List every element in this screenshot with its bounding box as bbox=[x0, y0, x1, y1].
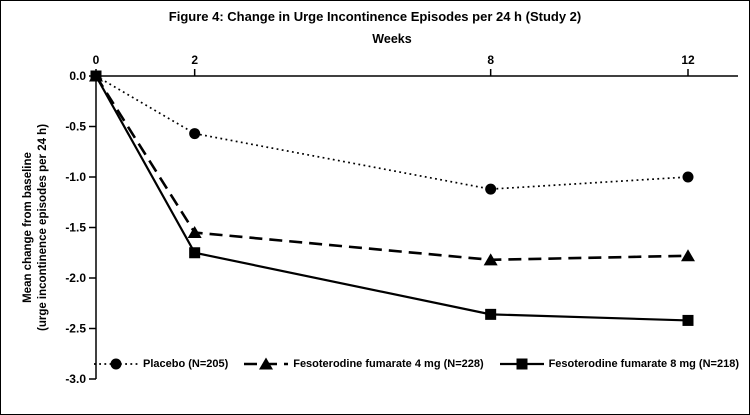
y-axis-title-line2: (urge incontinence episodes per 24 h) bbox=[37, 124, 49, 331]
triangle-marker-icon bbox=[259, 357, 274, 370]
circle-legend-sample-icon bbox=[94, 358, 138, 370]
legend-item: Fesoterodine fumarate 8 mg (N=218) bbox=[499, 356, 739, 372]
legend-label: Placebo (N=205) bbox=[143, 358, 229, 370]
triangle-marker-icon bbox=[483, 253, 498, 266]
triangle-legend-sample-icon bbox=[244, 357, 289, 370]
circle-marker-icon bbox=[110, 358, 122, 370]
square-legend-sample-icon bbox=[499, 358, 544, 370]
legend-label: Fesoterodine fumarate 8 mg (N=218) bbox=[548, 358, 739, 370]
x-tick-label: 2 bbox=[191, 53, 198, 67]
y-axis-title-line1: Mean change from baseline bbox=[22, 152, 34, 303]
x-axis-title: Weeks bbox=[372, 32, 411, 46]
x-tick-label: 8 bbox=[487, 53, 494, 67]
circle-marker-icon bbox=[189, 128, 201, 140]
triangle-marker-icon bbox=[681, 249, 695, 262]
square-marker-icon bbox=[90, 70, 102, 82]
circle-marker-icon bbox=[682, 171, 694, 183]
series-line-triangle bbox=[94, 75, 689, 262]
x-tick-label: 12 bbox=[681, 53, 695, 67]
figure-title: Figure 4: Change in Urge Incontinence Ep… bbox=[168, 9, 582, 24]
y-tick-label: -0.5 bbox=[65, 120, 86, 134]
x-tick-label: 0 bbox=[93, 53, 100, 67]
y-tick-label: 0.0 bbox=[69, 69, 86, 83]
y-tick-label: -2.0 bbox=[65, 271, 86, 285]
line-chart: Weeks 0 2 8 12 0.0 -0.5 -1.0 -1.5 -2.0 -2.5 -3.0 Mea… bbox=[22, 32, 738, 386]
square-marker-icon bbox=[189, 247, 201, 259]
series-line-square bbox=[95, 75, 689, 322]
circle-marker-icon bbox=[485, 183, 497, 195]
square-marker-icon bbox=[516, 358, 528, 370]
series-line-circle bbox=[95, 75, 689, 190]
square-marker-icon bbox=[485, 308, 497, 320]
y-tick-label: -1.0 bbox=[65, 170, 86, 184]
chart-legend: Placebo (N=205) Fesoterodine fumarate 4 m… bbox=[93, 356, 739, 372]
legend-item: Fesoterodine fumarate 4 mg (N=228) bbox=[243, 356, 484, 372]
y-tick-label: -3.0 bbox=[65, 372, 86, 386]
square-marker-icon bbox=[682, 314, 694, 326]
y-tick-label: -1.5 bbox=[65, 221, 86, 235]
legend-label: Fesoterodine fumarate 4 mg (N=228) bbox=[293, 358, 484, 370]
legend-item: Placebo (N=205) bbox=[93, 356, 228, 372]
triangle-marker-icon bbox=[187, 226, 202, 239]
y-tick-label: -2.5 bbox=[65, 322, 86, 336]
